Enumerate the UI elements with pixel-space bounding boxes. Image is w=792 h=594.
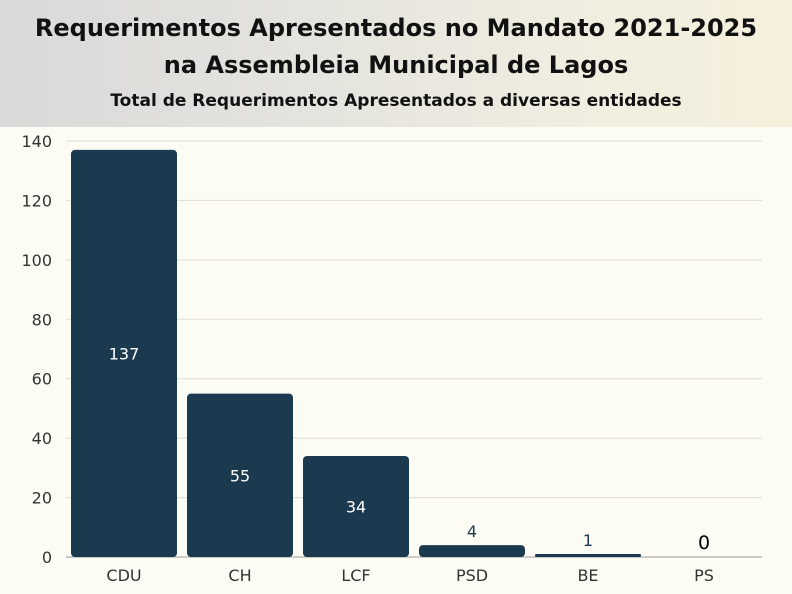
- data-label: 137: [109, 344, 140, 363]
- data-label: 34: [346, 497, 366, 516]
- chart-header: Requerimentos Apresentados no Mandato 20…: [0, 0, 792, 127]
- data-label: 1: [583, 531, 593, 550]
- data-label: 0: [698, 532, 710, 554]
- y-tick-label: 20: [32, 489, 52, 508]
- chart-subtitle: Total de Requerimentos Apresentados a di…: [110, 91, 682, 111]
- chart-title-line2: na Assembleia Municipal de Lagos: [163, 51, 629, 79]
- x-tick-label: BE: [577, 566, 598, 585]
- x-tick-label: PSD: [456, 566, 488, 585]
- bar: [303, 455, 409, 557]
- y-tick-label: 80: [32, 310, 52, 329]
- y-tick-label: 0: [42, 548, 52, 567]
- y-tick-label: 60: [32, 370, 52, 389]
- y-tick-label: 120: [21, 191, 52, 210]
- x-tick-label: CH: [228, 566, 251, 585]
- bar: [71, 149, 177, 557]
- data-label: 4: [467, 522, 477, 541]
- bar: [535, 554, 641, 557]
- y-tick-label: 40: [32, 429, 52, 448]
- bar: [419, 545, 525, 557]
- x-tick-label: LCF: [341, 566, 370, 585]
- data-label: 55: [230, 466, 250, 485]
- y-tick-label: 140: [21, 132, 52, 151]
- bar: [187, 393, 293, 557]
- chart-title-line1: Requerimentos Apresentados no Mandato 20…: [34, 14, 758, 42]
- x-tick-label: PS: [694, 566, 714, 585]
- x-tick-label: CDU: [106, 566, 141, 585]
- y-tick-label: 100: [21, 251, 52, 270]
